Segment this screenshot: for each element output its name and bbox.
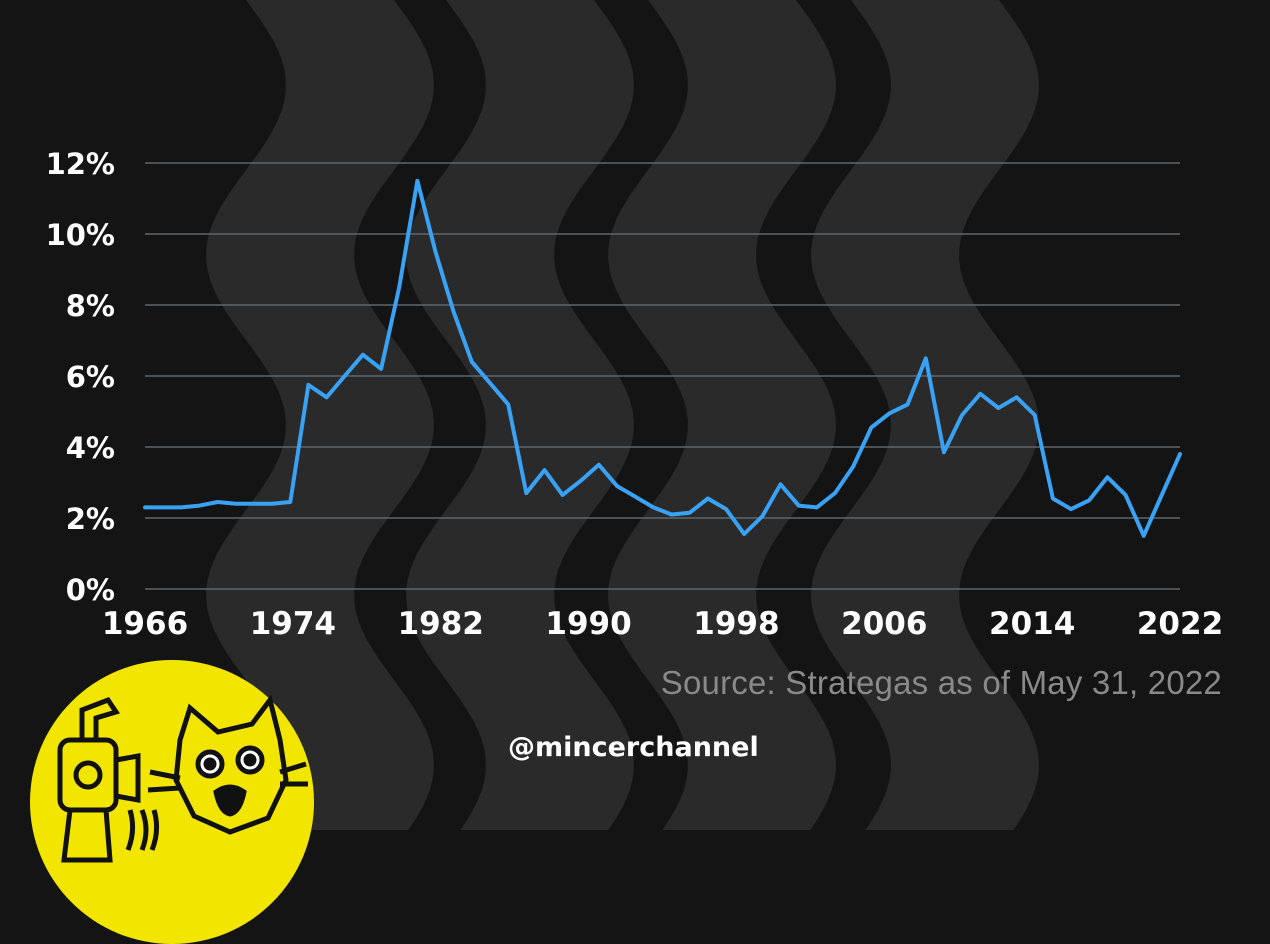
x-tick-label: 1990	[545, 606, 631, 642]
chart-canvas: 0% 2% 4% 6% 8% 10% 12% 1966 1974 1982 1990 1998 200…	[46, 0, 1223, 830]
x-tick-label: 1966	[102, 606, 188, 642]
series-line	[143, 178, 1182, 538]
y-axis-ticks: 0% 2% 4% 6% 8% 10% 12%	[46, 147, 115, 607]
y-tick-label: 2%	[66, 502, 115, 536]
y-tick-label: 0%	[66, 573, 115, 607]
cat-icon	[147, 694, 308, 835]
grid-lines	[145, 162, 1180, 590]
x-axis-ticks: 1966 1974 1982 1990 1998 2006 2014 2022	[102, 606, 1223, 642]
y-tick-label: 10%	[46, 218, 115, 252]
background-wave	[811, 0, 1039, 830]
source-note: Source: Strategas as of May 31, 2022	[660, 664, 1222, 701]
y-tick-label: 8%	[66, 289, 115, 323]
y-tick-label: 6%	[66, 360, 115, 394]
background-waves	[206, 0, 1039, 830]
y-tick-label: 12%	[46, 147, 115, 181]
background-wave	[206, 0, 434, 830]
x-tick-label: 1998	[693, 606, 779, 642]
x-tick-label: 2014	[989, 606, 1075, 642]
x-tick-label: 1974	[250, 606, 336, 642]
y-tick-label: 4%	[66, 431, 115, 465]
channel-handle: @mincerchannel	[508, 732, 759, 763]
x-tick-label: 1982	[398, 606, 484, 642]
x-tick-label: 2006	[841, 606, 927, 642]
background-wave	[406, 0, 634, 830]
mincer-logo	[30, 660, 314, 944]
x-tick-label: 2022	[1137, 606, 1223, 642]
background-wave	[608, 0, 836, 830]
